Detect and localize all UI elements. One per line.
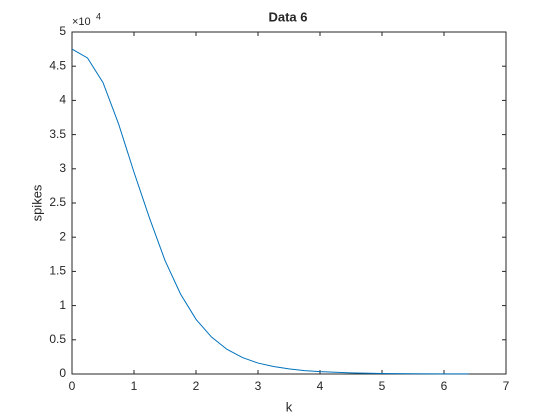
y-tick-label: 3: [59, 161, 66, 175]
x-tick-label: 1: [131, 379, 138, 393]
x-tick-label: 6: [441, 379, 448, 393]
y-tick-label: 2: [59, 229, 66, 243]
y-tick-label: 1.5: [49, 264, 66, 278]
x-tick-label: 2: [193, 379, 200, 393]
y-tick-label: 2.5: [49, 195, 66, 209]
x-tick-label: 7: [503, 379, 510, 393]
y-tick-label: 5: [59, 24, 66, 38]
y-axis-label: spikes: [29, 184, 44, 221]
line-series: [71, 48, 469, 375]
y-tick-label: 4.5: [49, 58, 66, 72]
y-exponent-power: 4: [96, 11, 101, 21]
x-tick-label: 0: [69, 379, 76, 393]
x-tick-label: 3: [255, 379, 262, 393]
chart-title: Data 6: [268, 9, 307, 24]
x-tick-label: 4: [317, 379, 324, 393]
y-tick-label: 4: [59, 93, 66, 107]
y-tick-label: 0.5: [49, 332, 66, 346]
y-tick-label: 3.5: [49, 127, 66, 141]
x-axis-label: k: [286, 399, 293, 414]
y-exponent-base: ×10: [72, 16, 91, 28]
axes-box: [71, 31, 507, 375]
y-tick-label: 1: [59, 298, 66, 312]
y-tick-label: 0: [59, 366, 66, 380]
x-tick-label: 5: [379, 379, 386, 393]
